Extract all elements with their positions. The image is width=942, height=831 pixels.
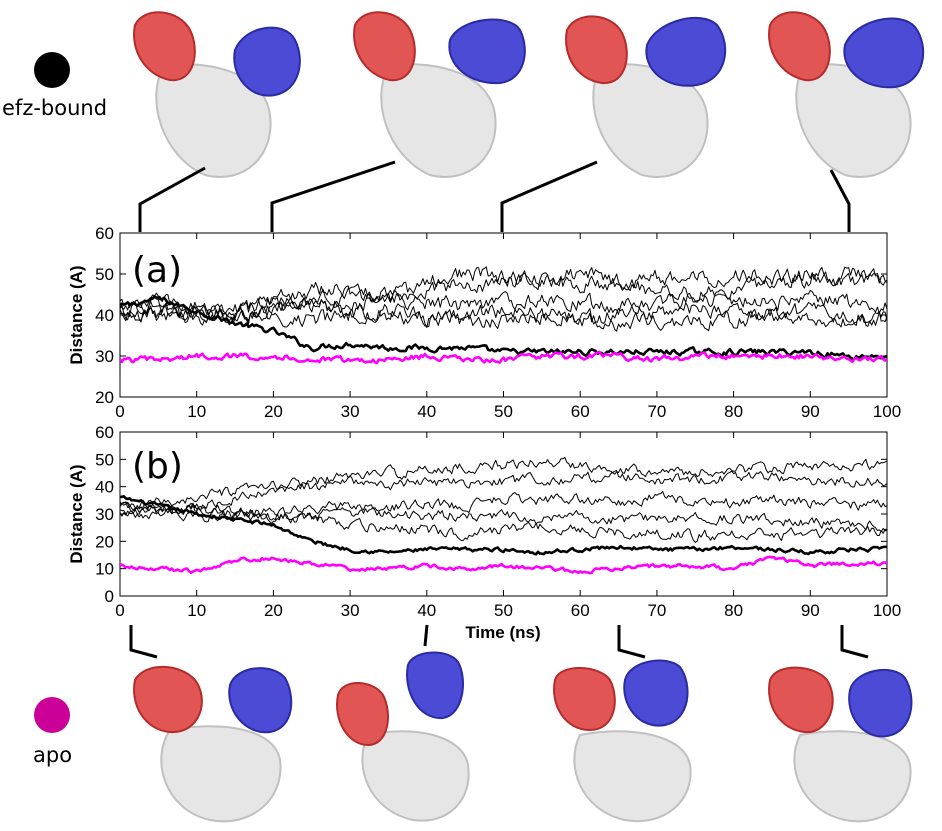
legend: efz-bound apo bbox=[2, 52, 107, 767]
connector-top-2 bbox=[270, 160, 396, 232]
panel-label-a: (a) bbox=[132, 250, 182, 291]
x-tick-label-a-8: 80 bbox=[724, 402, 743, 421]
y-tick-label-b-4: 40 bbox=[95, 478, 114, 497]
x-tick-label-b-1: 10 bbox=[187, 601, 206, 620]
x-tick-label-a-6: 60 bbox=[571, 402, 590, 421]
structure-snapshot-bottom-1 bbox=[133, 665, 293, 823]
series-b bbox=[120, 456, 887, 575]
series-line-b-0 bbox=[120, 494, 887, 556]
series-line-a-5 bbox=[120, 303, 887, 332]
x-axis-title: Time (ns) bbox=[465, 623, 540, 642]
y-tick-label-b-5: 50 bbox=[95, 450, 114, 469]
y-tick-label-a-4: 60 bbox=[95, 224, 114, 243]
legend-marker-efz-bound bbox=[34, 52, 70, 88]
y-tick-label-a-3: 50 bbox=[95, 265, 114, 284]
series-a bbox=[120, 266, 887, 365]
x-tick-label-a-7: 70 bbox=[647, 402, 666, 421]
x-tick-label-a-4: 40 bbox=[417, 402, 436, 421]
connector-bottom-4 bbox=[840, 625, 869, 659]
series-line-b-1 bbox=[120, 456, 887, 509]
ticks-a: 0 10 20 30 40 50 60 70 80 90 100 20 30 40 50 60 bbox=[95, 224, 901, 421]
connector-top-3 bbox=[500, 160, 598, 232]
connector-bottom-3 bbox=[617, 625, 646, 659]
x-tick-label-a-5: 50 bbox=[494, 402, 513, 421]
y-tick-label-b-3: 30 bbox=[95, 505, 114, 524]
y-tick-label-a-2: 40 bbox=[95, 306, 114, 325]
connector-bottom-1 bbox=[129, 625, 158, 659]
y-tick-label-b-2: 20 bbox=[95, 532, 114, 551]
series-line-b-4 bbox=[120, 506, 887, 533]
structure-snapshot-bottom-2 bbox=[336, 651, 470, 822]
structure-snapshot-top-1 bbox=[133, 11, 301, 178]
y-axis-title-a: Distance (A) bbox=[67, 265, 86, 364]
series-line-b-2 bbox=[120, 470, 887, 517]
series-line-a-4 bbox=[120, 296, 887, 329]
y-tick-label-b-1: 10 bbox=[95, 560, 114, 579]
x-tick-label-b-0: 0 bbox=[115, 601, 124, 620]
y-axis-title-b: Distance (A) bbox=[67, 464, 86, 563]
x-tick-label-b-3: 30 bbox=[341, 601, 360, 620]
x-tick-label-b-2: 20 bbox=[264, 601, 283, 620]
x-tick-label-a-3: 30 bbox=[341, 402, 360, 421]
series-line-a-6 bbox=[120, 350, 887, 365]
legend-label-efz-bound: efz-bound bbox=[2, 96, 107, 120]
snapshot-connectors bbox=[129, 160, 869, 659]
connector-top-4 bbox=[829, 169, 851, 232]
series-line-b-5 bbox=[120, 501, 887, 543]
x-tick-label-b-5: 50 bbox=[494, 601, 513, 620]
legend-marker-apo bbox=[34, 697, 70, 733]
structure-snapshot-top-3 bbox=[565, 15, 727, 178]
legend-label-apo: apo bbox=[33, 743, 72, 767]
y-tick-label-b-0: 0 bbox=[105, 587, 114, 606]
panel-a: 0 10 20 30 40 50 60 70 80 90 100 20 30 40 50 60 (a) Dis… bbox=[67, 224, 901, 421]
x-tick-label-b-4: 40 bbox=[417, 601, 436, 620]
x-tick-label-b-10: 100 bbox=[873, 601, 901, 620]
series-line-b-3 bbox=[120, 491, 887, 517]
x-tick-label-a-1: 10 bbox=[187, 402, 206, 421]
x-tick-label-b-9: 90 bbox=[801, 601, 820, 620]
series-line-a-0 bbox=[120, 295, 887, 361]
series-line-b-6 bbox=[120, 555, 887, 575]
x-tick-label-b-8: 80 bbox=[724, 601, 743, 620]
x-tick-label-a-10: 100 bbox=[873, 402, 901, 421]
panel-label-b: (b) bbox=[132, 446, 183, 487]
x-tick-label-a-0: 0 bbox=[115, 402, 124, 421]
series-line-a-3 bbox=[120, 289, 887, 326]
structure-snapshot-top-4 bbox=[768, 11, 925, 178]
ticks-b: 0 10 20 30 40 50 60 70 80 90 100 0 10 20 30 40 50 60 bbox=[95, 423, 901, 620]
x-tick-label-a-2: 20 bbox=[264, 402, 283, 421]
y-tick-label-a-0: 20 bbox=[95, 388, 114, 407]
plot-frame-b bbox=[119, 431, 888, 597]
connector-top-1 bbox=[138, 166, 206, 232]
structure-snapshot-bottom-3 bbox=[553, 659, 692, 823]
y-tick-label-b-6: 60 bbox=[95, 423, 114, 442]
structure-snapshot-top-2 bbox=[353, 11, 526, 178]
x-tick-label-a-9: 90 bbox=[801, 402, 820, 421]
structure-snapshot-bottom-4 bbox=[768, 666, 913, 823]
x-tick-label-b-6: 60 bbox=[571, 601, 590, 620]
series-line-a-2 bbox=[120, 266, 887, 317]
x-tick-label-b-7: 70 bbox=[647, 601, 666, 620]
y-tick-label-a-1: 30 bbox=[95, 347, 114, 366]
connector-bottom-2 bbox=[423, 624, 429, 647]
